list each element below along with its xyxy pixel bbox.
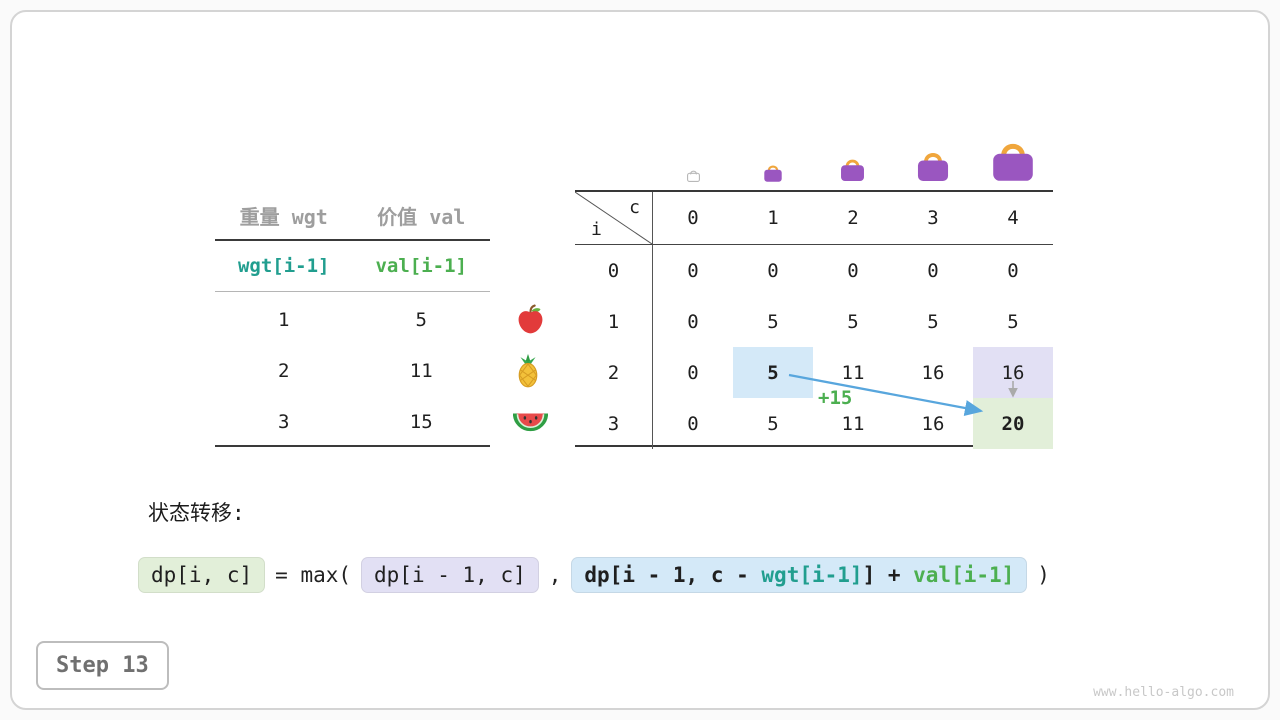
- bag-icon-capacity-4: [988, 136, 1038, 182]
- item-2-val: 11: [409, 359, 433, 382]
- transition-heading: 状态转移:: [148, 501, 245, 525]
- item-1-val: 5: [415, 308, 427, 331]
- dp-cell-0-2: 0: [847, 259, 859, 282]
- dp-cell-1-3: 5: [927, 310, 939, 333]
- formula-arg2-prefix: dp[i - 1, c -: [584, 563, 762, 587]
- formula-lhs-pill: dp[i, c]: [138, 557, 266, 593]
- item-3-val: 15: [409, 410, 433, 433]
- item-1-wgt: 1: [278, 308, 290, 331]
- formula-arg2-val: val[i-1]: [913, 563, 1015, 587]
- dp-cell-1-4: 5: [1007, 310, 1019, 333]
- formula-arg2-mid: ] +: [862, 563, 914, 587]
- dp-col-header-0: 0: [653, 192, 733, 245]
- bag-icon-capacity-2: [838, 155, 867, 182]
- apple-icon: [516, 304, 545, 335]
- bag-icon-capacity-0: [686, 168, 701, 183]
- dp-corner-cell: c i: [575, 192, 653, 245]
- formula-arg2-wgt: wgt[i-1]: [761, 563, 863, 587]
- val-formula-cell: val[i-1]: [375, 255, 467, 277]
- dp-cell-1-0: 0: [687, 310, 699, 333]
- item-row-1: 1 5: [215, 294, 490, 345]
- dp-cell-3-4-highlighted: 20: [973, 398, 1053, 449]
- transition-formula: dp[i, c] = max( dp[i - 1, c] , dp[i - 1,…: [138, 557, 1050, 593]
- dp-row-header-3: 3: [575, 398, 653, 449]
- dp-row-header-0: 0: [575, 245, 653, 296]
- items-col-weight-header: 重量 wgt: [239, 204, 328, 229]
- dp-cell-3-3: 16: [921, 412, 945, 435]
- corner-diagonal-line: [575, 192, 652, 244]
- item-row-3: 3 15: [215, 396, 490, 447]
- formula-eq-max: = max(: [275, 563, 352, 587]
- dp-cell-3-2: 11: [841, 412, 865, 435]
- formula-arg2-pill: dp[i - 1, c - wgt[i-1]] + val[i-1]: [571, 557, 1028, 593]
- dp-cell-0-3: 0: [927, 259, 939, 282]
- dp-cell-0-0: 0: [687, 259, 699, 282]
- bag-icon-capacity-3: [914, 147, 952, 182]
- step-badge: Step 13: [36, 641, 169, 690]
- dp-cell-2-3: 16: [921, 361, 945, 384]
- dp-row-header-1: 1: [575, 296, 653, 347]
- dp-cell-0-4: 0: [1007, 259, 1019, 282]
- watermelon-icon: [512, 407, 549, 435]
- item-3-wgt: 3: [278, 410, 290, 433]
- diagram-card: [10, 10, 1270, 710]
- dp-cell-3-0: 0: [687, 412, 699, 435]
- items-header-divider: [215, 239, 490, 241]
- pineapple-icon: [515, 353, 541, 388]
- bag-icon-capacity-1: [762, 162, 784, 182]
- items-bottom-divider: [215, 445, 490, 447]
- dp-cell-0-1: 0: [767, 259, 779, 282]
- dp-row-axis-label: i: [591, 219, 602, 240]
- formula-comma: ,: [548, 563, 562, 587]
- site-watermark: www.hello-algo.com: [1093, 685, 1234, 700]
- dp-col-header-1: 1: [733, 192, 813, 245]
- dp-col-header-3: 3: [893, 192, 973, 245]
- items-col-value-header: 价值 val: [377, 204, 466, 229]
- dp-table: c i 0 1 2 3 4 0 0 0 0 0 0 1 0 5 5 5 5 2 …: [575, 190, 1053, 449]
- item-2-wgt: 2: [278, 359, 290, 382]
- wgt-formula-cell: wgt[i-1]: [237, 255, 330, 277]
- dp-col-header-2: 2: [813, 192, 893, 245]
- dp-col-header-4: 4: [973, 192, 1053, 245]
- formula-close-paren: ): [1037, 563, 1050, 587]
- items-table: 重量 wgt 价值 val wgt[i-1] val[i-1] 1 5 2 11…: [215, 190, 490, 447]
- dp-row-header-2: 2: [575, 347, 653, 398]
- formula-arg1-pill: dp[i - 1, c]: [361, 557, 539, 593]
- capacity-bags-row: [575, 118, 1053, 184]
- dp-cell-2-0: 0: [687, 361, 699, 384]
- item-row-2: 2 11: [215, 345, 490, 396]
- items-formula-row: wgt[i-1] val[i-1]: [215, 241, 490, 291]
- dp-cell-2-1-highlighted: 5: [733, 347, 813, 398]
- dp-cell-1-1: 5: [767, 310, 779, 333]
- items-formula-divider: [215, 291, 490, 292]
- dp-cell-2-4-highlighted: 16: [973, 347, 1053, 398]
- arrow-value-label: +15: [818, 387, 853, 409]
- dp-col-axis-label: c: [629, 197, 640, 218]
- dp-cell-1-2: 5: [847, 310, 859, 333]
- step-label: Step 13: [56, 653, 149, 678]
- items-header-row: 重量 wgt 价值 val: [215, 190, 490, 240]
- dp-cell-3-1: 5: [767, 412, 779, 435]
